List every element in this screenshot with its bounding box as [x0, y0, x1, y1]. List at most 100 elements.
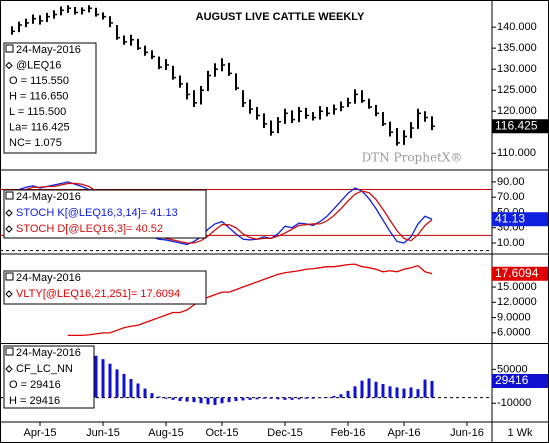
bar — [381, 384, 385, 398]
legend-entry: O = 115.550 — [9, 75, 69, 87]
bar — [416, 389, 420, 398]
bar — [374, 381, 378, 398]
y-tick-label: 140.000 — [497, 21, 537, 33]
bar — [283, 397, 287, 400]
series-line — [68, 263, 433, 337]
legend-icon — [5, 44, 14, 53]
legend-diamond — [5, 209, 13, 217]
bar — [234, 397, 238, 401]
x-tick-label: Oct-15 — [205, 427, 238, 439]
last-value-box — [492, 212, 548, 227]
bar — [255, 397, 259, 400]
bar — [290, 397, 294, 400]
y-tick-label: 120.000 — [497, 105, 537, 117]
bar — [136, 383, 140, 398]
legend-entry: STOCH K[@LEQ16,3,14]= 41.13 — [16, 207, 178, 219]
last-value-label: 29416 — [495, 373, 529, 387]
bar — [157, 396, 161, 398]
legend-entry: L = 115.500 — [9, 106, 66, 118]
legend-entry: STOCH D[@LEQ16,3]= 40.52 — [16, 223, 163, 235]
panel — [68, 263, 433, 337]
legend-entry: CF_LC_NN — [16, 363, 73, 375]
bar — [402, 388, 406, 398]
bar — [395, 387, 399, 398]
bar — [388, 386, 392, 398]
bar — [332, 395, 336, 398]
y-tick-label: 130.000 — [497, 63, 537, 75]
y-tick-label: 50000 — [497, 363, 528, 375]
y-tick-label: -10000 — [497, 397, 531, 409]
legend-entry: H = 116.650 — [9, 90, 68, 102]
y-tick-label: 12.0000 — [497, 296, 537, 308]
interval-label: 1 Wk — [507, 427, 533, 439]
bar — [423, 379, 427, 398]
x-tick-label: Apr-16 — [387, 427, 420, 439]
legend-box — [3, 345, 95, 409]
bar — [192, 397, 196, 403]
y-tick-label: 15.0000 — [497, 281, 537, 293]
legend-date: 24-May-2016 — [16, 272, 81, 284]
bar — [325, 397, 329, 398]
x-tick-label: Jun-15 — [86, 427, 120, 439]
legend-icon — [5, 191, 14, 200]
bar — [178, 397, 182, 401]
bar — [220, 397, 224, 404]
bar — [318, 397, 322, 399]
bar — [297, 397, 301, 400]
bar — [367, 378, 371, 398]
x-tick-label: Dec-15 — [267, 427, 302, 439]
legend-icon — [5, 272, 14, 281]
bar — [143, 388, 147, 398]
bar — [346, 390, 350, 398]
bar — [94, 355, 98, 398]
legend-box — [3, 189, 207, 239]
bar — [276, 397, 280, 400]
panel — [11, 5, 435, 146]
y-tick-label: 90.00 — [497, 176, 525, 188]
bar — [171, 397, 175, 400]
bar — [122, 373, 126, 398]
last-value-label: 17.6094 — [495, 266, 539, 280]
bar — [164, 397, 168, 399]
legend-diamond — [5, 61, 13, 70]
x-tick-label: Jun-16 — [450, 427, 484, 439]
legend-diamond — [5, 225, 13, 233]
y-tick-label: 9.0000 — [497, 311, 531, 323]
bar — [150, 393, 154, 398]
bar — [206, 397, 210, 405]
bar — [339, 394, 343, 398]
legend-entry: H = 29416 — [9, 395, 60, 407]
y-tick-label: 6.0000 — [497, 327, 531, 339]
bar — [108, 363, 112, 398]
watermark: DTN ProphetX® — [362, 151, 463, 165]
x-tick-label: Aug-15 — [148, 427, 183, 439]
last-value-label: 116.425 — [495, 118, 538, 132]
legend-entry: @LEQ16 — [16, 59, 61, 71]
legend-diamond — [5, 365, 13, 373]
last-value-box — [492, 373, 548, 388]
legend-entry: VLTY[@LEQ16,21,251]= 17.6094 — [16, 288, 180, 300]
legend-entry: La= 116.425 — [9, 121, 70, 133]
bar — [262, 397, 266, 399]
bar — [241, 397, 245, 401]
legend-date: 24-May-2016 — [16, 191, 81, 203]
bar — [304, 397, 308, 399]
panel — [0, 181, 492, 252]
series-line — [11, 182, 433, 244]
bar — [353, 386, 357, 398]
bar — [430, 380, 434, 398]
last-value-label: 41.13 — [495, 211, 525, 225]
bar — [269, 397, 273, 399]
bar — [199, 397, 203, 404]
legend-box — [3, 270, 207, 305]
legend-date: 24-May-2016 — [16, 347, 81, 359]
x-tick-label: Feb-16 — [331, 427, 366, 439]
last-value-box — [492, 119, 548, 134]
legend-box — [3, 42, 97, 154]
bar — [248, 397, 252, 400]
bar — [129, 378, 133, 398]
legend-date: 24-May-2016 — [16, 44, 81, 56]
y-tick-label: 70.00 — [497, 191, 525, 203]
y-tick-label: 135.000 — [497, 42, 537, 54]
